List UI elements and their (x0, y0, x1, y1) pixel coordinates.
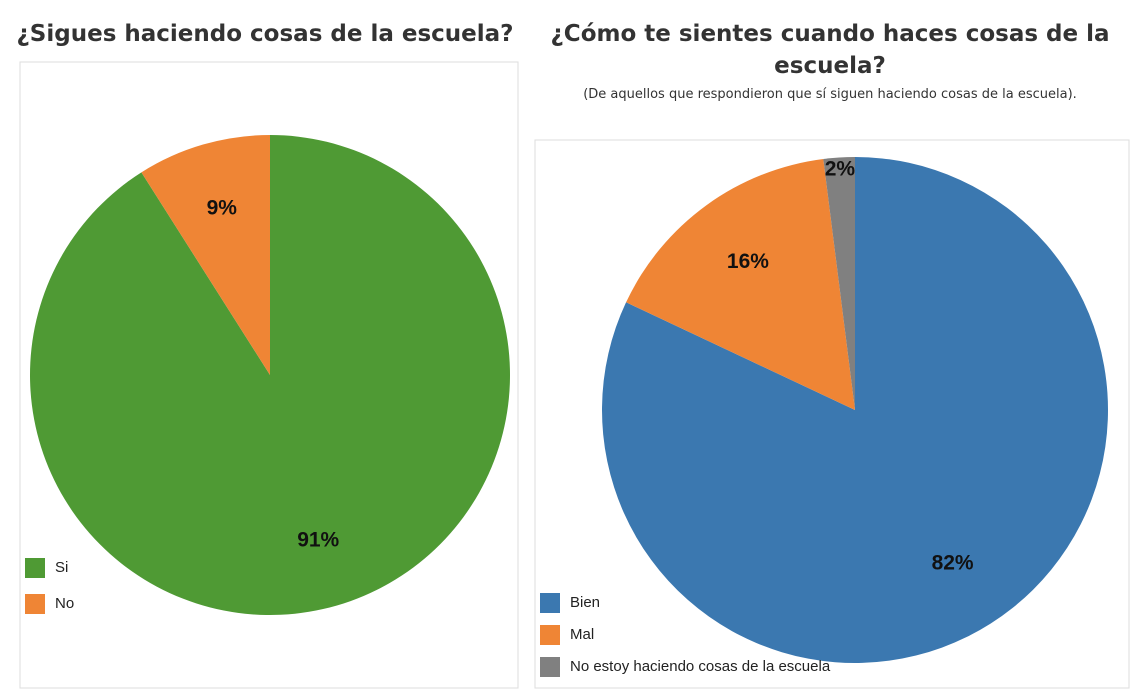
legend-label: Si (55, 559, 68, 576)
legend-label: Mal (570, 626, 594, 643)
legend-swatch (540, 593, 560, 613)
legend-swatch (540, 625, 560, 645)
legend-swatch (25, 594, 45, 614)
data-label: 82% (932, 551, 974, 574)
chart-title: ¿Sigues haciendo cosas de la escuela? (16, 21, 514, 47)
pie-slice (601, 157, 1108, 663)
pie-slice (141, 135, 270, 375)
data-label: 16% (727, 250, 769, 273)
pie-slice (626, 158, 855, 410)
legend-label: Bien (570, 594, 600, 611)
data-label: 9% (207, 197, 238, 220)
legend-label: No estoy haciendo cosas de la escuela (570, 658, 831, 675)
data-label: 91% (297, 528, 339, 551)
pie-slice (30, 135, 511, 615)
legend-swatch (540, 657, 560, 677)
panel (534, 139, 1130, 689)
chart-subtitle: (De aquellos que respondieron que sí sig… (583, 87, 1077, 102)
panel (19, 61, 519, 689)
legend-swatch (25, 558, 45, 578)
pie-slice (823, 157, 855, 410)
chart-title: ¿Cómo te sientes cuando haces cosas de l… (550, 21, 1110, 79)
data-label: 2% (825, 158, 856, 181)
legend-label: No (55, 595, 74, 612)
